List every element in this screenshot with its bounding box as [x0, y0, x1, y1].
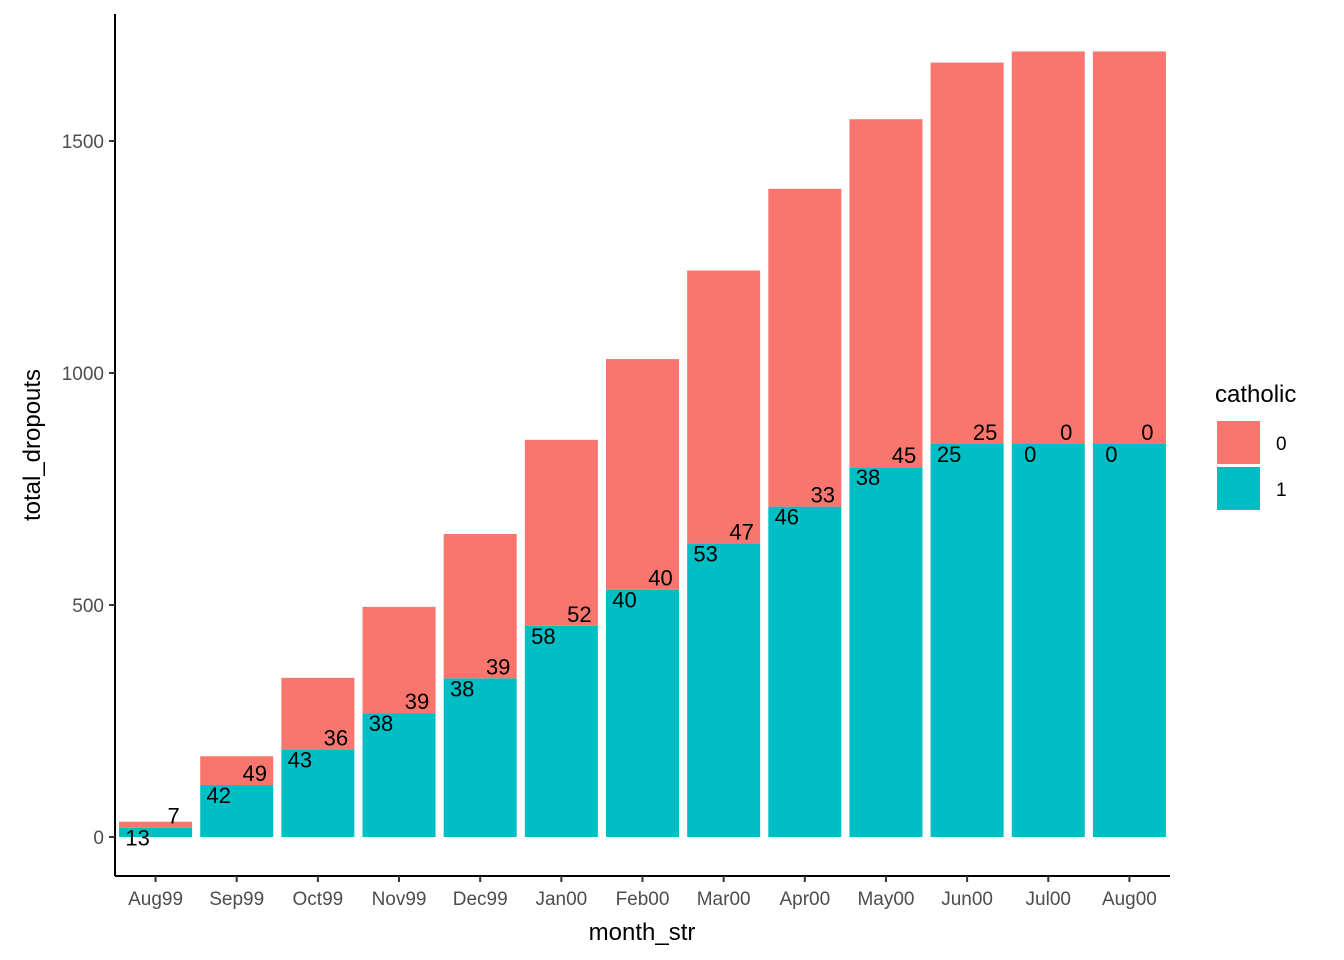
bar-segment-catholic-0: [849, 119, 923, 468]
bar-segment-catholic-0: [281, 677, 355, 750]
bar-segment-catholic-0: [768, 188, 842, 507]
x-tick-label: Jan00: [535, 889, 587, 910]
legend-title: catholic: [1215, 381, 1296, 408]
bar-segment-catholic-1: [443, 678, 517, 837]
data-label-catholic-0: 7: [167, 804, 179, 829]
x-tick-label: Oct99: [293, 889, 344, 910]
data-label-catholic-0: 45: [892, 443, 916, 468]
y-tick-label: 1500: [62, 132, 104, 153]
bar-segment-catholic-1: [200, 785, 274, 837]
bar-segment-catholic-0: [524, 439, 598, 626]
bars-layer: [119, 51, 1166, 837]
data-label-catholic-0: 0: [1141, 420, 1153, 445]
x-ticks: Aug99 Sep99 Oct99 Nov99 Dec99 Jan00 Feb00 Mar00…: [128, 876, 1157, 910]
bar-segment-catholic-1: [930, 443, 1004, 837]
x-tick-label: Apr00: [779, 889, 830, 910]
legend-label-0: 0: [1276, 434, 1287, 455]
legend-swatch-1: [1217, 467, 1260, 510]
x-tick-label: Jul00: [1026, 889, 1071, 910]
bar-segment-catholic-1: [1011, 443, 1085, 837]
x-tick-label: Feb00: [616, 889, 670, 910]
bar-segment-catholic-1: [362, 713, 436, 837]
data-label-catholic-1: 25: [937, 442, 961, 467]
bar-segment-catholic-1: [849, 467, 923, 837]
bar-segment-catholic-0: [119, 821, 193, 828]
x-tick-label: Aug00: [1102, 889, 1157, 910]
data-label-catholic-1: 13: [125, 826, 149, 851]
data-label-catholic-1: 40: [612, 588, 636, 613]
bar-segment-catholic-0: [362, 606, 436, 714]
bar-segment-catholic-0: [1011, 51, 1085, 444]
bar-segment-catholic-1: [687, 543, 761, 837]
data-label-catholic-1: 38: [856, 465, 880, 490]
bar-segment-catholic-1: [281, 749, 355, 837]
y-axis-title: total_dropouts: [19, 369, 46, 521]
bar-segment-catholic-1: [1092, 443, 1166, 837]
legend-label-1: 1: [1276, 480, 1287, 501]
bar-segment-catholic-0: [200, 756, 274, 786]
data-labels-layer: 13 7 42 49 43 36 38 39 38 39 58 52 40 40 53 47 46 33 38 45 2…: [125, 420, 1153, 851]
legend-swatch-0: [1217, 421, 1260, 464]
data-label-catholic-1: 38: [369, 711, 393, 736]
data-label-catholic-0: 36: [324, 725, 348, 750]
data-label-catholic-0: 40: [648, 566, 672, 591]
data-label-catholic-1: 42: [206, 783, 230, 808]
x-axis-title: month_str: [589, 919, 696, 946]
bar-segment-catholic-0: [605, 359, 680, 590]
data-label-catholic-1: 53: [693, 541, 717, 566]
data-label-catholic-1: 38: [450, 676, 474, 701]
data-label-catholic-1: 58: [531, 624, 555, 649]
y-tick-label: 500: [72, 596, 104, 617]
data-label-catholic-1: 0: [1024, 442, 1036, 467]
x-tick-label: Dec99: [453, 889, 508, 910]
bar-segment-catholic-1: [605, 589, 680, 837]
data-label-catholic-0: 52: [567, 602, 591, 627]
data-label-catholic-0: 49: [242, 761, 266, 786]
data-label-catholic-1: 43: [288, 747, 312, 772]
bar-segment-catholic-1: [119, 827, 193, 837]
x-tick-label: Jun00: [941, 889, 993, 910]
x-tick-label: Mar00: [697, 889, 751, 910]
data-label-catholic-0: 39: [486, 654, 510, 679]
data-label-catholic-0: 25: [973, 420, 997, 445]
bar-segment-catholic-0: [930, 62, 1004, 444]
bar-segment-catholic-1: [768, 506, 842, 837]
bar-segment-catholic-0: [443, 534, 517, 679]
x-tick-label: Aug99: [128, 889, 183, 910]
bar-segment-catholic-1: [524, 625, 598, 837]
x-tick-label: May00: [857, 889, 914, 910]
y-tick-label: 1000: [62, 364, 104, 385]
data-label-catholic-0: 33: [811, 483, 835, 508]
data-label-catholic-0: 0: [1060, 420, 1072, 445]
bar-segment-catholic-0: [687, 270, 761, 544]
x-tick-label: Sep99: [209, 889, 264, 910]
data-label-catholic-0: 39: [405, 689, 429, 714]
data-label-catholic-0: 47: [729, 519, 753, 544]
y-tick-label: 0: [93, 828, 104, 849]
x-tick-label: Nov99: [372, 889, 427, 910]
data-label-catholic-1: 46: [775, 505, 799, 530]
y-ticks: 0 500 1000 1500: [62, 132, 115, 849]
data-label-catholic-1: 0: [1105, 442, 1117, 467]
bar-segment-catholic-0: [1092, 51, 1166, 444]
legend: catholic 0 1: [1215, 381, 1296, 510]
